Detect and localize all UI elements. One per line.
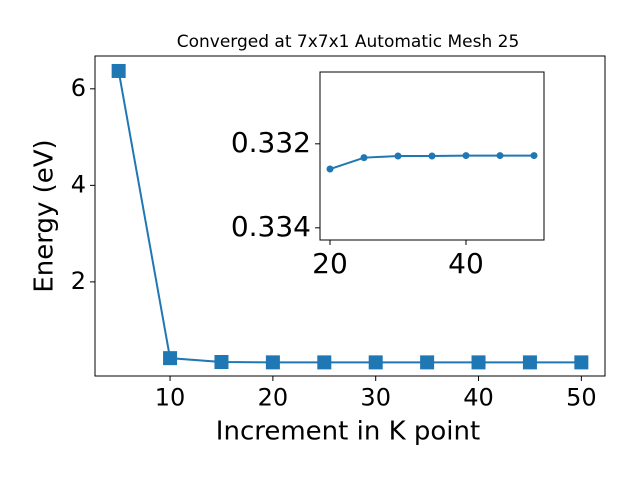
data-line [117,70,582,364]
x-axis-label: Increment in K point [216,417,480,447]
marker [471,355,486,370]
y-tick-label: 6 [71,74,86,102]
marker [368,355,383,370]
marker [214,355,229,370]
marker [265,355,280,370]
y-tick-label: 0.332 [231,126,311,159]
x-tick-label: 30 [360,383,391,411]
marker [420,355,435,370]
marker [163,351,178,366]
chart-title: Converged at 7x7x1 Automatic Mesh 25 [177,32,520,52]
marker [360,154,368,162]
x-tick-label: 50 [566,383,597,411]
marker [111,63,126,78]
x-tick-label: 40 [463,383,494,411]
y-tick-label: 2 [71,267,86,295]
x-tick-label: 40 [448,247,484,280]
marker [574,355,589,370]
x-tick-label: 20 [312,247,348,280]
marker [530,152,538,160]
marker [522,355,537,370]
marker [394,152,402,160]
marker [462,152,470,160]
x-tick-label: 20 [258,383,289,411]
y-tick-label: 4 [71,170,86,198]
marker [496,152,504,160]
marker [326,165,334,173]
marker [317,355,332,370]
x-tick-label: 10 [155,383,186,411]
y-axis-label: Energy (eV) [30,139,60,292]
marker [428,152,436,160]
y-tick-label: 0.334 [231,210,311,243]
